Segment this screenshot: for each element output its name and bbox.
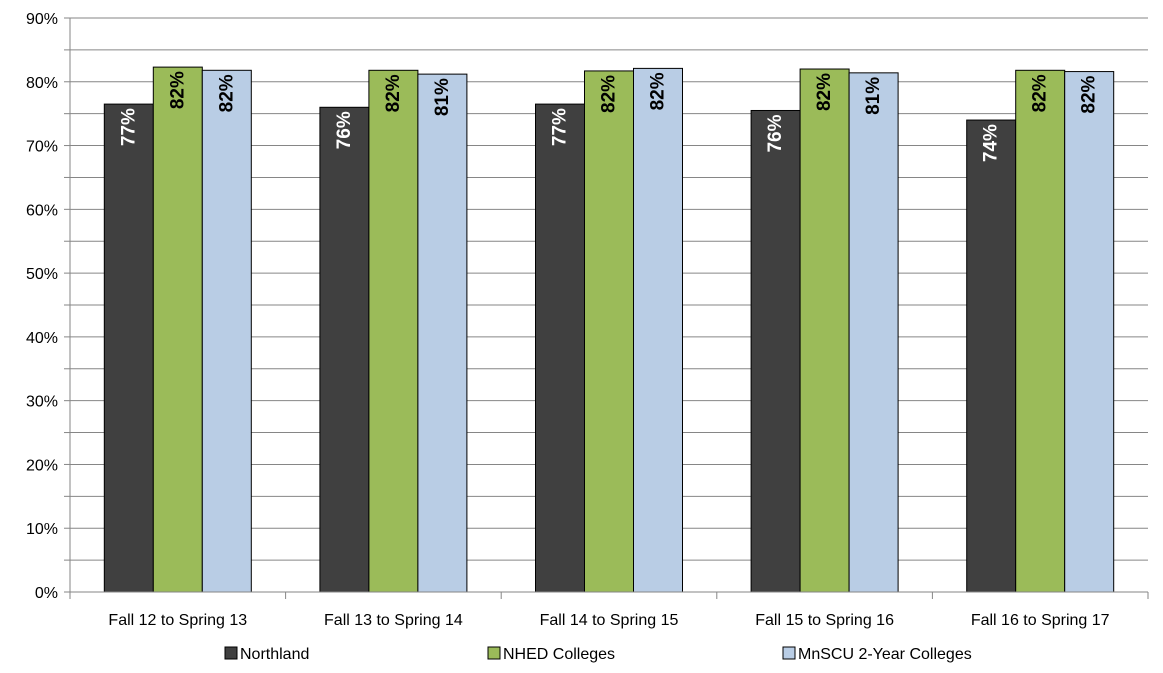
y-tick-label: 20%	[26, 457, 58, 474]
bar	[750, 109, 801, 593]
y-tick-label: 10%	[26, 521, 58, 538]
x-tick-label: Fall 15 to Spring 16	[755, 612, 894, 629]
x-tick-label: Fall 13 to Spring 14	[324, 612, 463, 629]
data-label: 74%	[981, 124, 1002, 162]
data-label: 82%	[1079, 75, 1100, 113]
data-label: 77%	[550, 108, 571, 146]
legend: Northland NHED Colleges MnSCU 2-Year Colle…	[224, 646, 972, 663]
bar	[966, 119, 1017, 593]
data-label: 82%	[599, 75, 620, 113]
data-label: 82%	[216, 74, 237, 112]
legend-label: NHED Colleges	[503, 646, 615, 663]
bar	[1064, 71, 1115, 593]
bar	[201, 69, 252, 593]
bar	[417, 73, 468, 593]
data-label: 82%	[1030, 74, 1051, 112]
data-label: 82%	[814, 73, 835, 111]
legend-label: MnSCU 2-Year Colleges	[798, 646, 972, 663]
bar	[848, 72, 899, 593]
bar	[584, 70, 634, 593]
bar	[799, 68, 850, 593]
data-label: 77%	[118, 108, 139, 146]
bar	[319, 106, 370, 593]
y-tick-label: 80%	[26, 75, 58, 92]
x-tick-label: Fall 16 to Spring 17	[971, 612, 1110, 629]
y-tick-label: 90%	[26, 11, 58, 28]
bar	[368, 69, 419, 593]
data-label: 76%	[765, 114, 786, 152]
legend-swatch	[782, 646, 796, 660]
x-tick-label: Fall 14 to Spring 15	[540, 612, 679, 629]
bar	[103, 103, 154, 593]
y-tick-label: 60%	[26, 202, 58, 219]
bar	[535, 103, 585, 593]
data-label: 81%	[863, 77, 884, 115]
bar	[633, 67, 683, 593]
axes: 0% 10% 20% 30% 40% 50% 60% 70% 80% 90% Fall 12 to …	[26, 11, 1149, 629]
bar	[1015, 69, 1066, 593]
data-labels: 77% 82% 82% 76% 82% 81% 77% 82% 82% 76% 82% 81% 74% 8…	[118, 71, 1099, 162]
y-tick-label: 50%	[26, 266, 58, 283]
y-tick-label: 30%	[26, 394, 58, 411]
x-tick-label: Fall 12 to Spring 13	[108, 612, 247, 629]
y-tick-label: 70%	[26, 139, 58, 156]
data-label: 82%	[167, 71, 188, 109]
data-label: 76%	[334, 111, 355, 149]
data-label: 81%	[432, 78, 453, 116]
bar	[152, 66, 203, 593]
y-tick-label: 40%	[26, 330, 58, 347]
data-label: 82%	[383, 74, 404, 112]
legend-label: Northland	[240, 646, 309, 663]
legend-swatch	[224, 646, 238, 660]
bars	[103, 66, 1115, 593]
data-label: 82%	[648, 72, 669, 110]
y-tick-label: 0%	[35, 585, 58, 602]
legend-swatch	[487, 646, 501, 660]
